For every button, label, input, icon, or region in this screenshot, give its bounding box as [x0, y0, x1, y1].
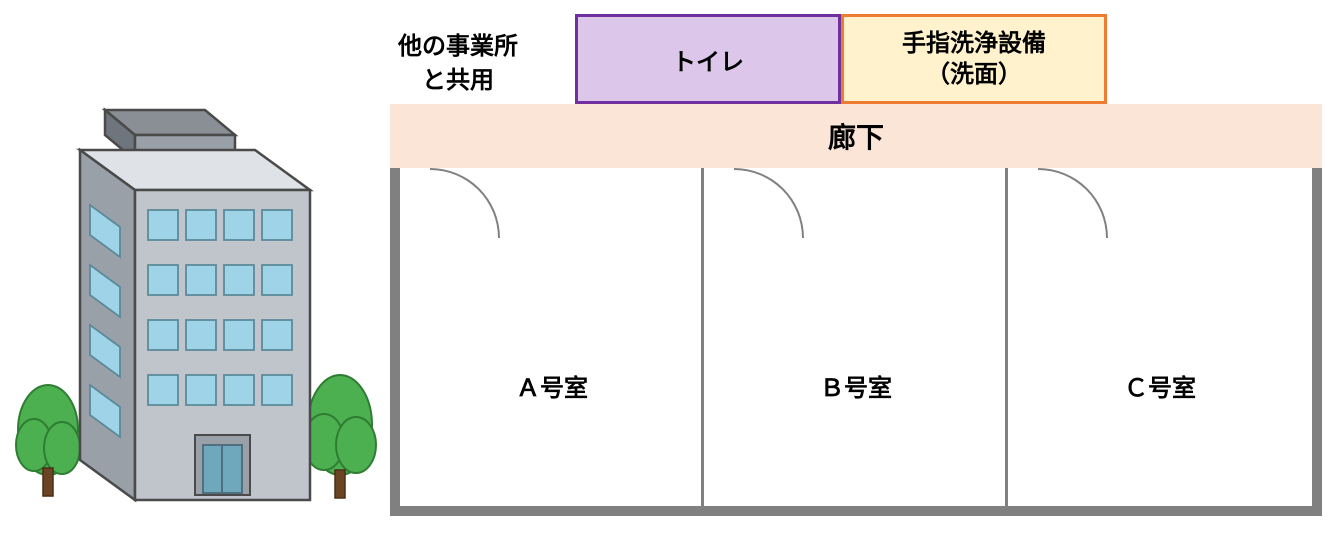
door-arc-icon — [734, 168, 804, 238]
room-label: Ｃ号室 — [1124, 368, 1196, 403]
room-Ｂ号室: Ｂ号室 — [704, 168, 1008, 506]
washroom-box: 手指洗浄設備 （洗面） — [841, 14, 1107, 104]
building-body — [80, 110, 310, 500]
building-svg — [10, 100, 380, 520]
shared-label-line1: 他の事業所 — [398, 33, 518, 60]
corridor-box: 廊下 — [390, 104, 1322, 168]
toilet-box: トイレ — [575, 14, 841, 104]
shared-facilities-label: 他の事業所 と共用 — [358, 30, 558, 97]
tree-right-icon — [304, 375, 376, 498]
room-label: Ａ号室 — [516, 368, 588, 403]
toilet-label: トイレ — [672, 42, 744, 77]
corridor-label: 廊下 — [828, 116, 884, 156]
shared-label-line2: と共用 — [422, 67, 494, 94]
room-Ｃ号室: Ｃ号室 — [1008, 168, 1312, 506]
floor-plan: Ａ号室 Ｂ号室 Ｃ号室 — [390, 168, 1322, 516]
door-arc-icon — [1038, 168, 1108, 238]
door-arc-icon — [430, 168, 500, 238]
washroom-label-line1: 手指洗浄設備 — [902, 30, 1046, 57]
washroom-label-line2: （洗面） — [926, 61, 1022, 88]
room-label: Ｂ号室 — [820, 368, 892, 403]
room-Ａ号室: Ａ号室 — [400, 168, 704, 506]
rooms-container: Ａ号室 Ｂ号室 Ｃ号室 — [400, 168, 1312, 506]
building-illustration — [10, 100, 380, 520]
tree-left-icon — [16, 385, 80, 496]
